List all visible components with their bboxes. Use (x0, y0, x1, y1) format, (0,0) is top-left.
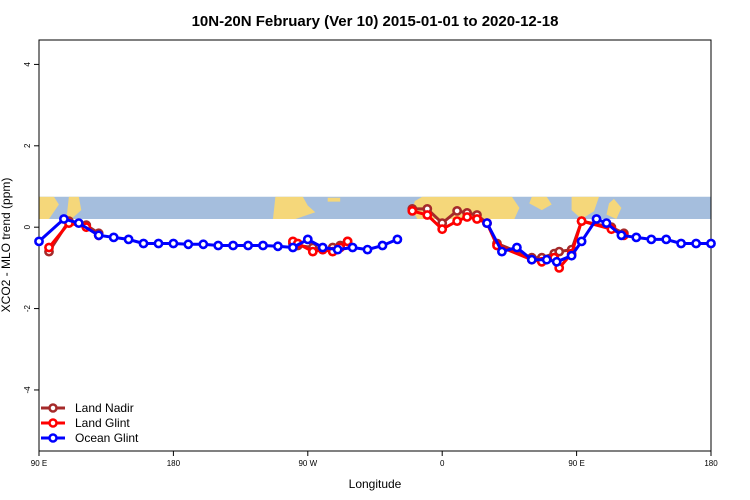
chart-title: 10N-20N February (Ver 10) 2015-01-01 to … (192, 13, 559, 30)
land-west-africa (412, 196, 520, 219)
y-axis-label: XCO2 - MLO trend (ppm) (0, 178, 13, 313)
data-point (576, 216, 587, 226)
y-tick-label: -2 (23, 304, 32, 312)
data-point (706, 238, 716, 249)
x-tick-label: 90 E (568, 459, 584, 468)
land-arabia (529, 196, 552, 211)
y-tick-label: 4 (23, 62, 32, 67)
legend: Land Nadir Land Glint Ocean Glint (41, 401, 139, 445)
legend-swatch-marker (48, 433, 58, 443)
x-tick-label: 180 (704, 459, 718, 468)
data-point (168, 238, 179, 249)
data-point (44, 242, 54, 253)
data-point (317, 242, 328, 253)
data-point (287, 242, 298, 253)
land-india-peninsula (571, 196, 599, 219)
data-point (631, 232, 642, 243)
data-point (377, 240, 388, 251)
x-tick-label: 90 E (31, 459, 47, 468)
data-point (407, 205, 418, 216)
data-point (661, 234, 672, 245)
data-point (452, 216, 462, 226)
land-indochina (606, 198, 622, 219)
data-point (213, 240, 224, 251)
series-layer (34, 203, 716, 273)
world-map-band (39, 196, 711, 220)
legend-label: Land Glint (75, 416, 130, 430)
x-axis: 90 E 180 90 W 0 90 E 180 (31, 451, 718, 468)
series-ocean-glint (34, 214, 716, 267)
legend-swatch-marker (48, 403, 58, 413)
data-point (452, 205, 462, 216)
land-southeast-asia (66, 196, 82, 219)
data-point (437, 224, 448, 235)
data-point (576, 236, 587, 247)
x-tick-label: 90 W (298, 459, 317, 468)
data-point (73, 218, 84, 228)
data-point (422, 210, 433, 220)
legend-item-land-nadir: Land Nadir (41, 401, 134, 415)
x-tick-label: 0 (440, 459, 445, 468)
x-tick-label: 180 (167, 459, 181, 468)
data-point (392, 234, 403, 245)
data-point (676, 238, 686, 249)
data-point (601, 218, 612, 228)
x-axis-label: Longitude (349, 477, 402, 491)
data-point (554, 246, 565, 257)
land-central-america (273, 196, 316, 219)
legend-swatch-marker (48, 418, 58, 428)
data-point (243, 240, 253, 251)
data-point (566, 250, 577, 261)
data-point (616, 230, 627, 241)
y-tick-label: 2 (23, 143, 32, 148)
data-point (496, 246, 507, 257)
legend-label: Ocean Glint (75, 431, 139, 445)
legend-item-ocean-glint: Ocean Glint (41, 431, 139, 445)
data-point (526, 254, 537, 265)
legend-label: Land Nadir (75, 401, 134, 415)
data-point (307, 246, 318, 257)
land-caribbean (327, 197, 341, 202)
data-point (272, 241, 283, 252)
data-point (462, 212, 472, 222)
data-point (472, 214, 482, 224)
data-point (591, 214, 602, 224)
data-point (362, 244, 373, 255)
data-point (541, 254, 552, 265)
series-line (411, 209, 625, 270)
legend-item-land-glint: Land Glint (41, 416, 130, 430)
data-point (482, 218, 492, 228)
data-point (551, 256, 562, 267)
data-point (347, 242, 358, 253)
data-point (108, 232, 119, 243)
data-point (34, 236, 44, 247)
data-point (332, 244, 343, 255)
data-point (646, 234, 657, 245)
data-point (258, 240, 268, 251)
data-point (138, 238, 149, 249)
data-point (302, 234, 313, 245)
data-point (183, 239, 194, 250)
y-axis: -4 -2 0 2 4 (23, 62, 39, 394)
land-india (39, 196, 59, 219)
data-point (93, 230, 104, 241)
data-point (153, 238, 164, 249)
data-point (123, 234, 134, 245)
y-tick-label: -4 (23, 386, 32, 394)
data-point (512, 242, 522, 253)
data-point (198, 239, 209, 250)
data-point (228, 240, 238, 251)
y-tick-label: 0 (23, 224, 32, 229)
data-point (691, 238, 701, 249)
data-point (342, 236, 353, 247)
data-point (59, 214, 69, 224)
